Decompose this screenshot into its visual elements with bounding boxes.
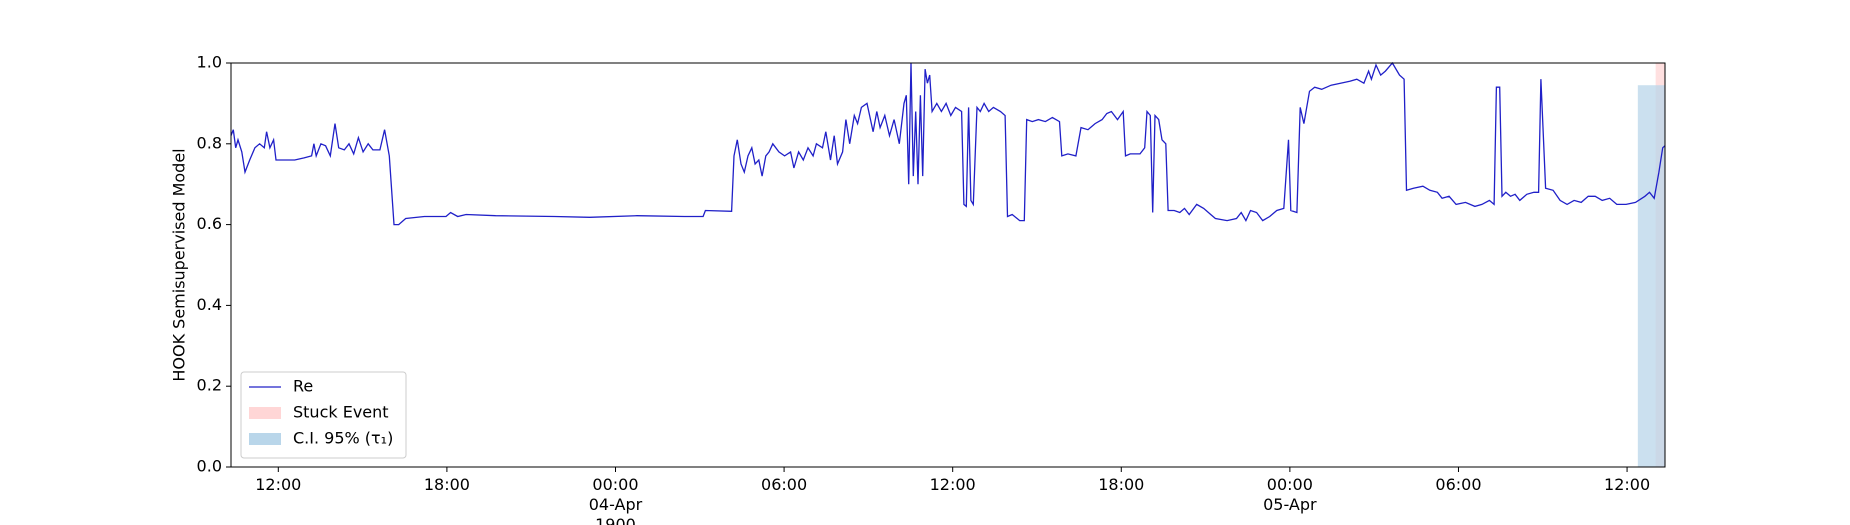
y-tick-label: 1.0: [197, 53, 222, 72]
x-tick-label: 18:00: [423, 475, 470, 494]
x-tick-label: 12:00: [1604, 475, 1651, 494]
y-tick-label: 0.2: [197, 376, 222, 395]
x-tick-label: 18:00: [1098, 475, 1145, 494]
legend: Re Stuck Event C.I. 95% (τ₁): [240, 371, 407, 459]
legend-label: Stuck Event: [293, 403, 389, 422]
y-tick-label: 0.6: [197, 214, 222, 233]
x-tick-label: 06:00: [761, 475, 808, 494]
x-tick-label: 00:00 05-Apr: [1263, 475, 1317, 514]
y-tick-label: 0.8: [197, 133, 222, 152]
legend-label: C.I. 95% (τ₁): [293, 429, 393, 448]
x-tick-label: 00:00 04-Apr 1900: [588, 475, 643, 525]
y-axis-label: HOOK Semisupervised Model: [170, 148, 189, 381]
legend-swatch: [249, 407, 281, 419]
y-tick-label: 0.0: [197, 457, 222, 476]
x-tick-label: 12:00: [929, 475, 976, 494]
x-tick-label: 12:00: [255, 475, 302, 494]
y-tick-label: 0.4: [197, 295, 222, 314]
plot-frame: [230, 62, 1666, 468]
legend-box: [240, 371, 407, 459]
legend-swatch: [249, 433, 281, 445]
span: [1637, 85, 1665, 467]
x-tick-label: 06:00: [1435, 475, 1482, 494]
line: [230, 61, 1666, 226]
legend-label: Re: [293, 377, 313, 396]
